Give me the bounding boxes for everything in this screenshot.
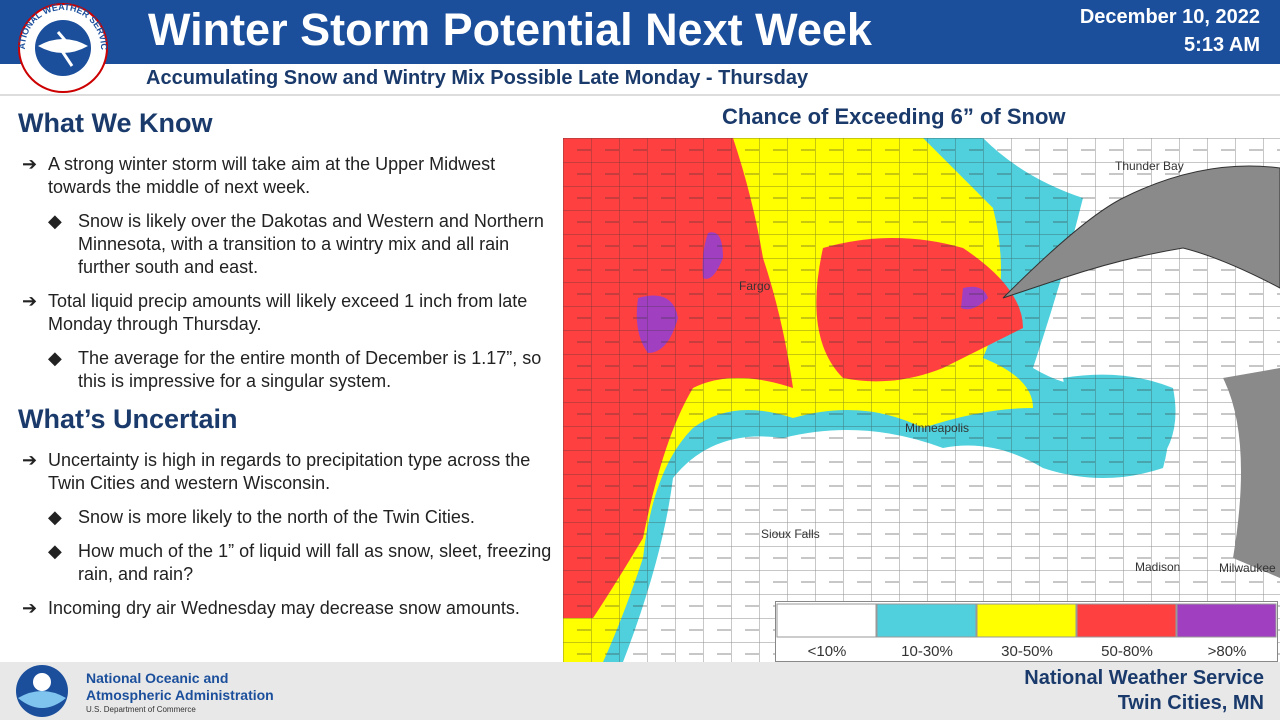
legend-swatch	[776, 603, 877, 638]
bullet-item: ➔ Uncertainty is high in regards to preci…	[18, 449, 558, 495]
divider	[0, 94, 1280, 96]
city-label: Madison	[1135, 560, 1180, 574]
bullet-text: How much of the 1” of liquid will fall a…	[78, 541, 552, 584]
city-label: Thunder Bay	[1115, 159, 1184, 173]
header-bar	[0, 0, 1280, 64]
subtitle: Accumulating Snow and Wintry Mix Possibl…	[146, 67, 809, 89]
bullet-marker: ◆	[48, 507, 62, 527]
time: 5:13 AM	[1184, 34, 1260, 56]
legend-label: 10-30%	[901, 643, 953, 660]
bullet-marker: ◆	[48, 348, 62, 368]
legend-label: <10%	[808, 643, 847, 660]
office-line: Twin Cities, MN	[1117, 692, 1264, 714]
legend-swatch	[976, 603, 1077, 638]
section: What We Know ➔ A strong winter storm will …	[18, 108, 558, 393]
city-label: Sioux Falls	[761, 527, 820, 541]
map-title: Chance of Exceeding 6” of Snow	[722, 104, 1066, 129]
bullet-marker: ➔	[22, 154, 38, 174]
bullet-marker: ➔	[22, 291, 38, 311]
noaa-logo	[16, 665, 68, 717]
legend-label: 30-50%	[1001, 643, 1053, 660]
department: U.S. Department of Commerce	[86, 705, 196, 714]
bullet-text: Snow is more likely to the north of the …	[78, 507, 475, 527]
bullet-item: ➔ Incoming dry air Wednesday may decrease…	[18, 597, 558, 620]
office-line: National Weather Service	[1024, 667, 1264, 689]
bullet-text: A strong winter storm will take aim at t…	[48, 154, 496, 197]
bullet-item: ◆ How much of the 1” of liquid will fall …	[18, 540, 558, 586]
agency-line: Atmospheric Administration	[86, 687, 274, 703]
bullet-item: ◆ The average for the entire month of Dec…	[18, 347, 558, 393]
city-label: Fargo	[739, 279, 771, 293]
bullet-item: ◆ Snow is more likely to the north of the…	[18, 506, 558, 529]
city-label: Minneapolis	[905, 421, 969, 435]
legend-swatch	[876, 603, 977, 638]
section: What’s Uncertain ➔ Uncertainty is high in …	[18, 404, 558, 620]
city-label: Milwaukee	[1219, 561, 1276, 575]
bullet-marker: ◆	[48, 211, 62, 231]
date: December 10, 2022	[1079, 6, 1260, 28]
legend-swatch	[1076, 603, 1177, 638]
bullet-item: ◆ Snow is likely over the Dakotas and Wes…	[18, 210, 558, 279]
section-heading: What We Know	[18, 108, 213, 138]
text-column: What We Know ➔ A strong winter storm will …	[18, 108, 558, 631]
bullet-item: ➔ Total liquid precip amounts will likely…	[18, 290, 558, 336]
section-heading: What’s Uncertain	[18, 404, 238, 434]
legend: <10% 10-30% 30-50% 50-80% >80%	[775, 601, 1278, 662]
legend-label: >80%	[1208, 643, 1247, 660]
office: National Weather Service Twin Cities, MN	[1024, 666, 1264, 716]
title: Winter Storm Potential Next Week	[148, 4, 872, 55]
bullet-marker: ➔	[22, 450, 38, 470]
bullet-text: Snow is likely over the Dakotas and West…	[78, 211, 544, 277]
bullet-marker: ➔	[22, 598, 38, 618]
bullet-text: Total liquid precip amounts will likely …	[48, 291, 528, 334]
legend-swatch	[1176, 603, 1277, 638]
footer-bar	[0, 662, 1280, 720]
bullet-item: ➔ A strong winter storm will take aim at …	[18, 153, 558, 199]
bullet-text: Incoming dry air Wednesday may decrease …	[48, 598, 520, 618]
legend-label: 50-80%	[1101, 643, 1153, 660]
bullet-text: The average for the entire month of Dece…	[78, 348, 542, 391]
nws-logo: NATIONAL WEATHER SERVICE	[8, 2, 109, 93]
agency-name: National Oceanic and Atmospheric Administ…	[86, 670, 274, 704]
map: Thunder Bay Fargo Minneapolis Sioux Falls Ma…	[563, 138, 1280, 662]
bullet-text: Uncertainty is high in regards to precip…	[48, 450, 531, 493]
bullet-marker: ◆	[48, 541, 62, 561]
agency-line: National Oceanic and	[86, 670, 229, 686]
